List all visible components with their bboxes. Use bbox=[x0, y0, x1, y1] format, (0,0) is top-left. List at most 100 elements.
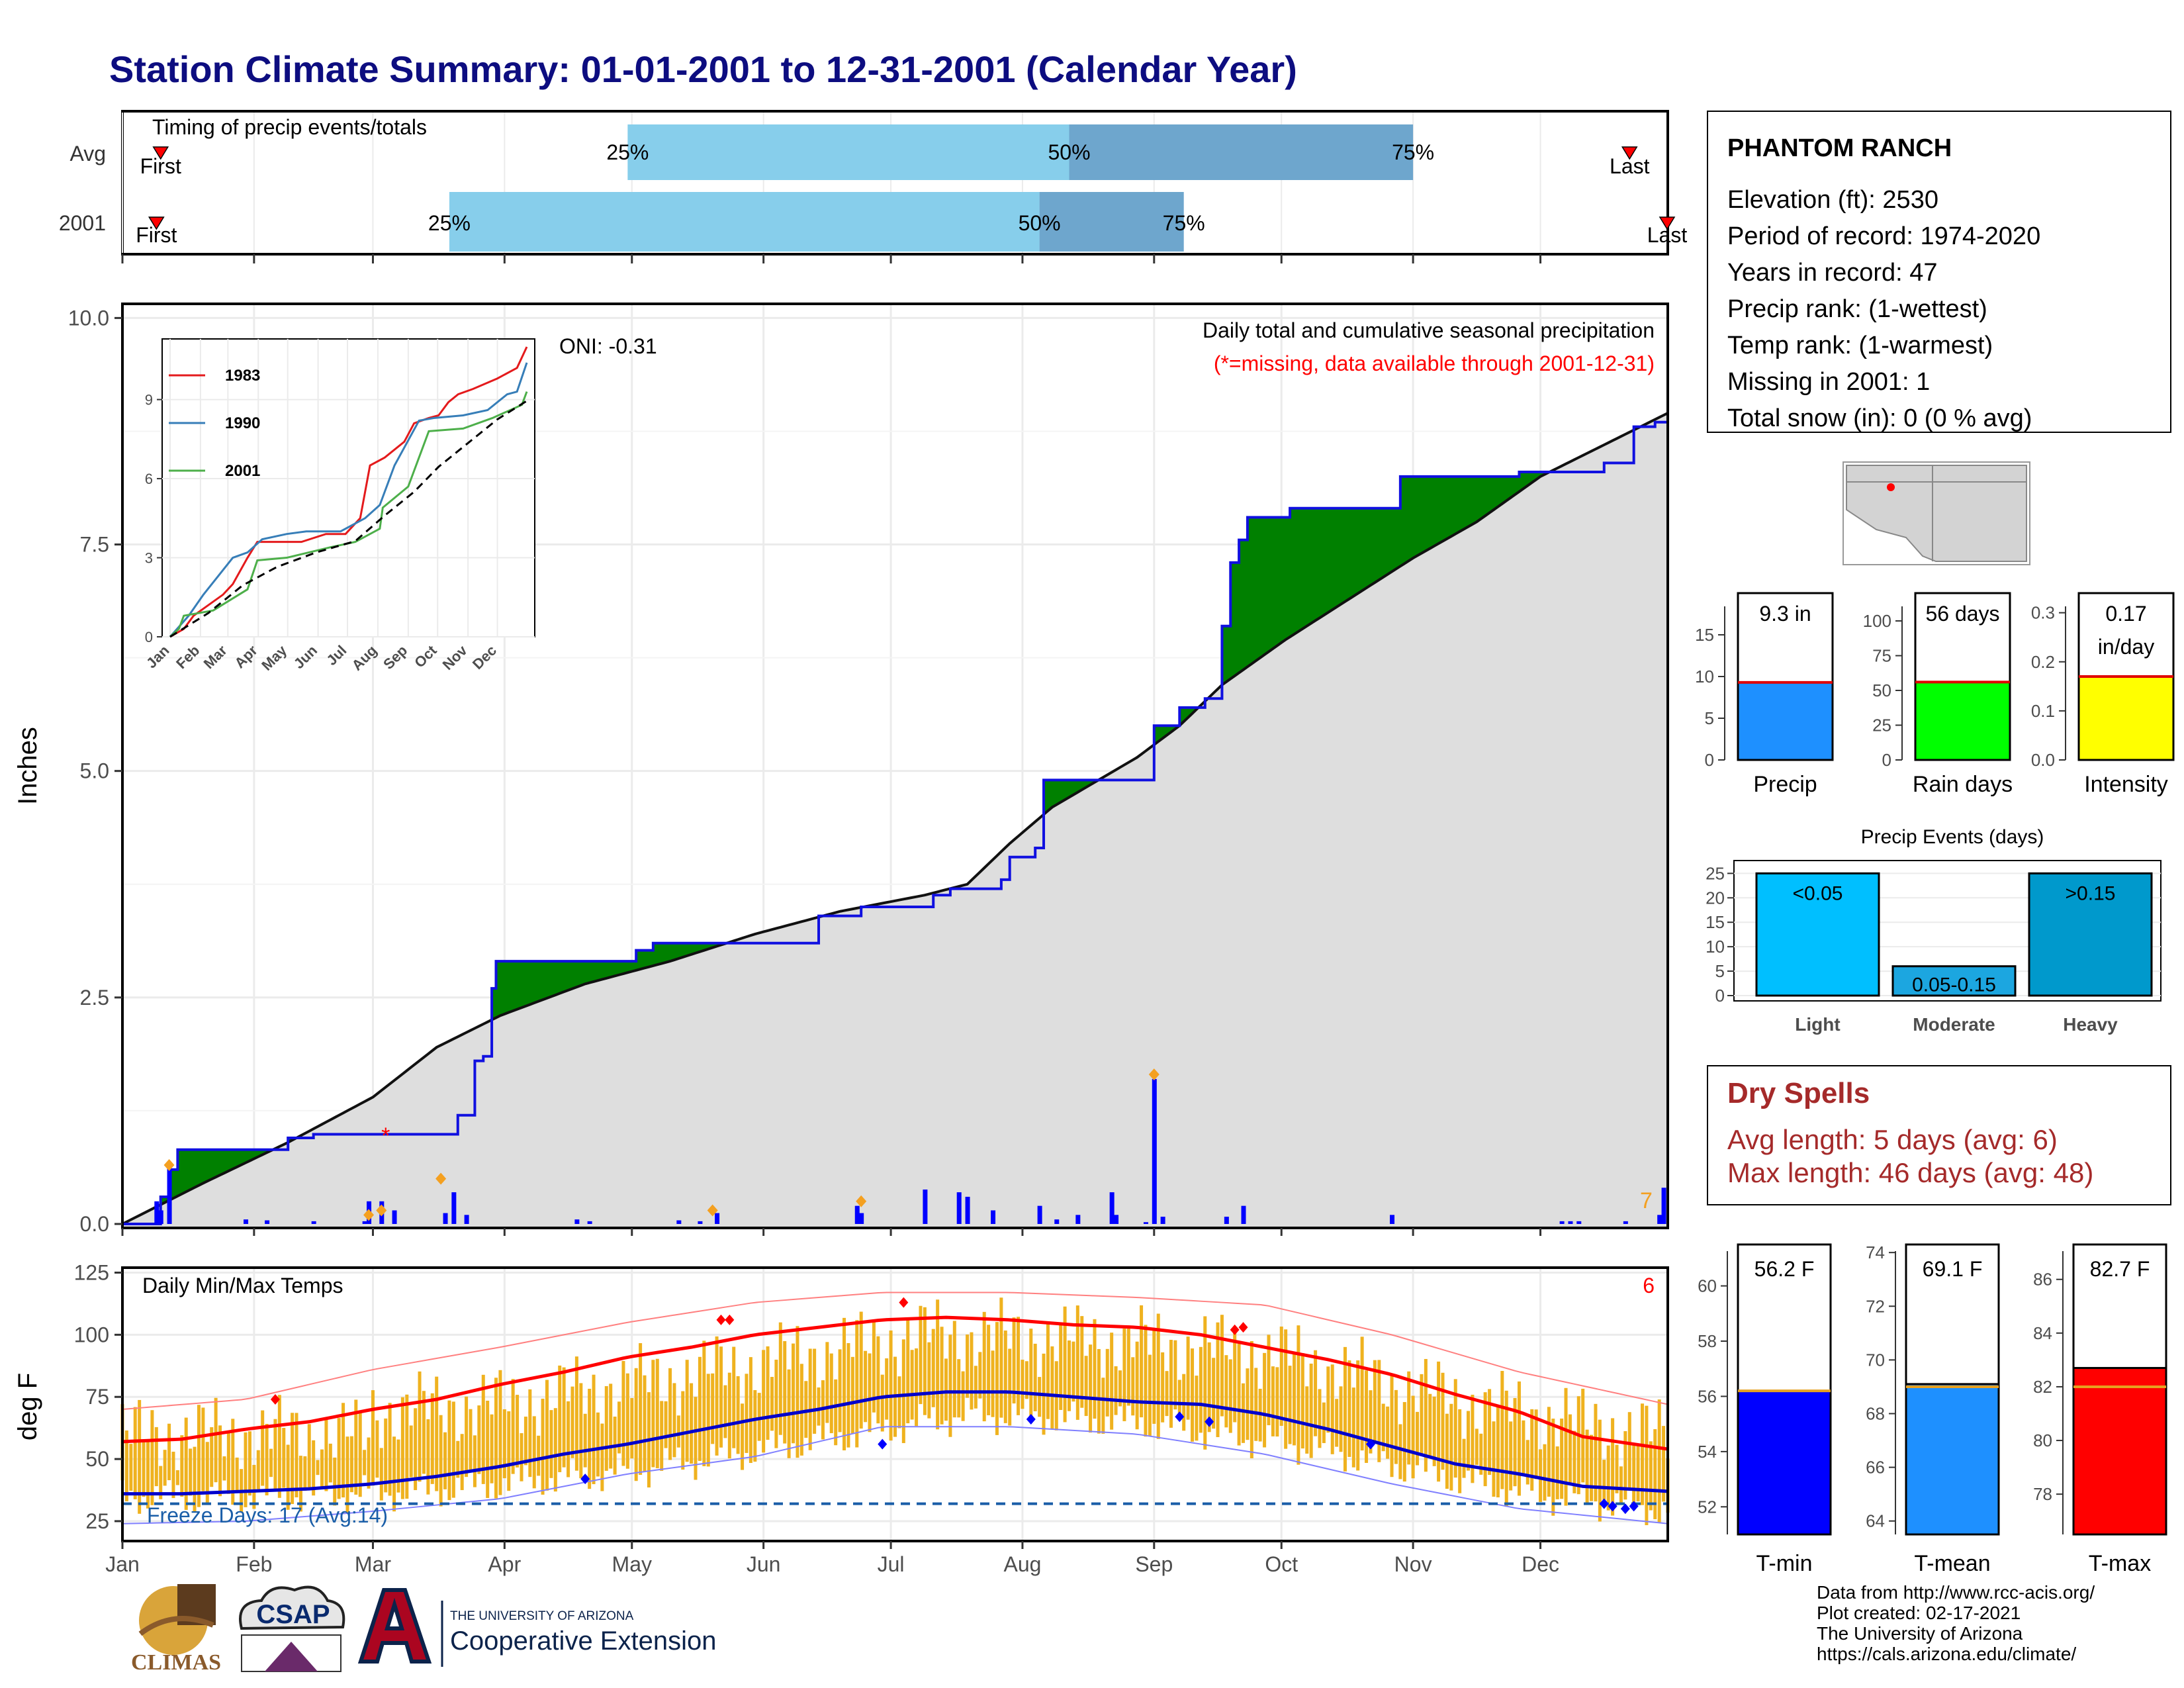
temp-summary-tick-label: 82 bbox=[2033, 1377, 2052, 1397]
daily-temp-bar bbox=[1356, 1360, 1360, 1471]
daily-temp-bar bbox=[328, 1443, 332, 1483]
daily-temp-bar bbox=[685, 1360, 689, 1462]
precip-plot-area: * bbox=[122, 381, 1669, 1229]
inset-legend-label: 1990 bbox=[225, 414, 260, 432]
daily-temp-bar bbox=[1636, 1444, 1640, 1502]
above-normal-segment bbox=[657, 943, 662, 965]
record-low-marker bbox=[1629, 1501, 1639, 1512]
daily-temp-bar bbox=[451, 1401, 455, 1498]
daily-temp-bar bbox=[456, 1440, 460, 1478]
daily-temp-bar bbox=[1560, 1418, 1564, 1499]
daily-temp-bar bbox=[1351, 1387, 1355, 1468]
daily-temp-bar bbox=[583, 1413, 587, 1468]
mini-bar-category-label: Rain days bbox=[1913, 772, 2013, 797]
above-normal-segment bbox=[1349, 508, 1354, 600]
daily-temp-bar bbox=[1118, 1370, 1122, 1407]
daily-temp-bar bbox=[1598, 1419, 1602, 1522]
daily-temp-bar bbox=[1509, 1421, 1513, 1491]
temp-summary-tick-label: 56 bbox=[1698, 1386, 1717, 1406]
daily-temp-bar bbox=[741, 1403, 745, 1470]
footer-university: The University of Arizona bbox=[1817, 1623, 2023, 1644]
daily-temp-bar bbox=[901, 1339, 905, 1444]
daily-temp-bar bbox=[1500, 1370, 1504, 1489]
above-normal-segment bbox=[1315, 508, 1320, 622]
daily-temp-bar bbox=[1314, 1350, 1318, 1436]
daily-temp-bar bbox=[1110, 1333, 1114, 1430]
month-label: Feb bbox=[236, 1552, 272, 1576]
daily-temp-bar bbox=[1365, 1370, 1369, 1463]
daily-temp-bar bbox=[1242, 1383, 1246, 1443]
temp-summary-tick-label: 58 bbox=[1698, 1331, 1717, 1351]
climas-logo-swoosh bbox=[138, 1616, 214, 1636]
daily-precip-bar bbox=[362, 1221, 367, 1224]
daily-temp-bar bbox=[1462, 1438, 1466, 1478]
events-category-label: Heavy bbox=[2063, 1014, 2118, 1035]
daily-temp-bar bbox=[694, 1397, 698, 1480]
events-bar-label: >0.15 bbox=[2066, 882, 2116, 904]
daily-temp-bar bbox=[1525, 1440, 1529, 1485]
daily-temp-bar bbox=[363, 1450, 367, 1476]
daily-precip-bar bbox=[859, 1213, 864, 1224]
daily-temp-bar bbox=[189, 1448, 193, 1496]
daily-temp-bar bbox=[244, 1432, 248, 1507]
daily-temp-bar bbox=[1207, 1342, 1211, 1432]
daily-temp-bar bbox=[1386, 1406, 1390, 1459]
daily-temp-bar bbox=[1326, 1366, 1330, 1433]
daily-precip-bar bbox=[1576, 1221, 1582, 1224]
daily-temp-bar bbox=[1297, 1325, 1300, 1465]
daily-temp-bar bbox=[282, 1428, 286, 1488]
above-normal-segment bbox=[1319, 508, 1324, 619]
above-normal-segment bbox=[517, 961, 522, 1010]
daily-temp-bar bbox=[625, 1373, 629, 1469]
daily-temp-bar bbox=[817, 1387, 821, 1426]
daily-temp-bar bbox=[630, 1397, 634, 1459]
daily-temp-bar bbox=[226, 1431, 230, 1494]
daily-temp-bar bbox=[753, 1389, 757, 1462]
mini-bar-tick-label: 25 bbox=[1872, 716, 1891, 735]
timing-row-label-2001: 2001 bbox=[59, 211, 106, 235]
daily-temp-bar bbox=[698, 1356, 702, 1461]
temp-y-tick-label: 25 bbox=[85, 1509, 109, 1533]
daily-temp-bar bbox=[1140, 1305, 1144, 1418]
temp-y-label: deg F bbox=[13, 1373, 42, 1440]
above-normal-segment bbox=[224, 1149, 229, 1174]
record-high-marker bbox=[725, 1314, 735, 1325]
daily-precip-bar bbox=[574, 1219, 580, 1224]
temp-y-tick-label: 100 bbox=[74, 1323, 109, 1346]
daily-temp-bar bbox=[1602, 1460, 1606, 1507]
daily-temp-bar bbox=[1068, 1340, 1071, 1411]
dry-spells-avg: Avg length: 5 days (avg: 6) bbox=[1727, 1124, 2058, 1155]
daily-temp-bar bbox=[286, 1444, 290, 1510]
first-event-marker bbox=[152, 146, 169, 160]
daily-temp-bar bbox=[621, 1360, 625, 1466]
daily-temp-bar bbox=[846, 1342, 850, 1448]
daily-temp-bar bbox=[1543, 1444, 1547, 1501]
events-y-tick-label: 0 bbox=[1715, 986, 1725, 1006]
daily-temp-bar bbox=[371, 1390, 375, 1486]
daily-precip-marker bbox=[856, 1195, 867, 1207]
daily-temp-bar bbox=[316, 1460, 320, 1476]
daily-temp-bar bbox=[1122, 1328, 1126, 1421]
timing-q75-label: 75% bbox=[1392, 140, 1434, 164]
mini-bar-tick-label: 5 bbox=[1705, 708, 1714, 728]
daily-temp-bar bbox=[414, 1408, 418, 1491]
daily-temp-bar bbox=[197, 1405, 201, 1507]
daily-temp-bar bbox=[333, 1457, 337, 1506]
last-event-marker bbox=[1659, 216, 1676, 230]
daily-temp-bar bbox=[516, 1395, 520, 1468]
dry-spells-max: Max length: 46 days (avg: 48) bbox=[1727, 1157, 2093, 1188]
temp-summary-bars: 52 54 56 58 60 56.2 F T-min 64 66 68 70 72 74 69.1 F T… bbox=[1698, 1243, 2167, 1576]
above-normal-segment bbox=[589, 961, 594, 984]
mini-bar-category-label: Intensity bbox=[2084, 772, 2168, 797]
daily-temp-bar bbox=[133, 1407, 137, 1499]
daily-temp-bar bbox=[1195, 1376, 1199, 1441]
above-normal-segment bbox=[1379, 508, 1384, 581]
daily-temp-bar bbox=[511, 1379, 515, 1474]
above-normal-segment bbox=[521, 961, 526, 1008]
daily-temp-bar bbox=[486, 1400, 490, 1498]
daily-temp-bar bbox=[868, 1353, 872, 1432]
daily-temp-bar bbox=[523, 1417, 527, 1466]
above-normal-segment bbox=[1298, 508, 1303, 632]
daily-precip-bar bbox=[587, 1221, 592, 1224]
